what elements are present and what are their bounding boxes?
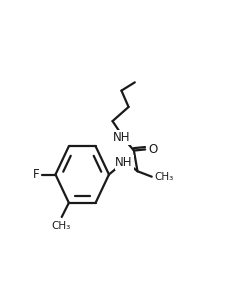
Text: NH: NH: [115, 156, 132, 169]
Text: NH: NH: [112, 131, 130, 144]
Text: CH₃: CH₃: [154, 172, 173, 182]
Text: O: O: [148, 143, 157, 156]
Text: F: F: [33, 168, 39, 181]
Text: CH₃: CH₃: [51, 221, 70, 231]
